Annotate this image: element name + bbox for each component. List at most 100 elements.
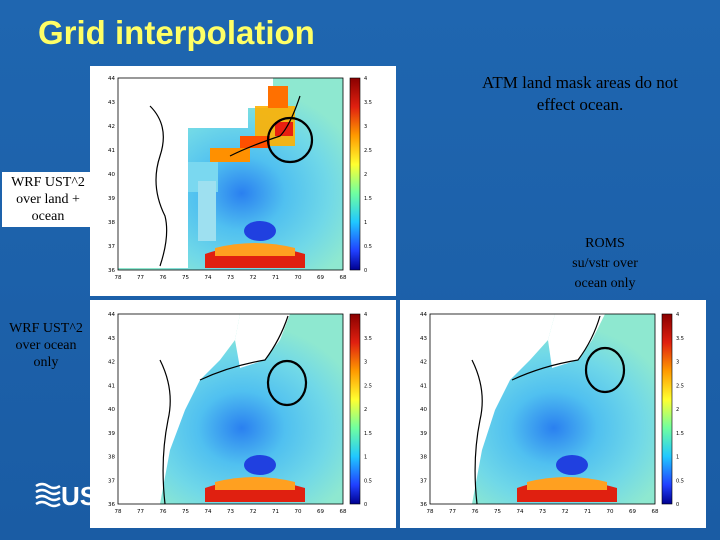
label-wrf-ocean-line2: over ocean (15, 338, 77, 353)
y-tick-label: 42 (108, 360, 115, 366)
colorbar-tick-label: 3.5 (676, 336, 684, 342)
x-tick-label: 76 (472, 509, 479, 515)
y-tick-label: 43 (420, 336, 427, 342)
x-tick-label: 72 (562, 509, 569, 515)
note-land-mask: ATM land mask areas do not effect ocean. (455, 72, 705, 116)
y-tick-label: 41 (108, 383, 115, 389)
label-wrf-ocean-line3: only (33, 355, 59, 370)
colorbar-tick-label: 0.5 (676, 478, 684, 484)
colorbar-tick-label: 2.5 (364, 148, 372, 154)
x-tick-label: 68 (652, 509, 659, 515)
y-tick-label: 43 (108, 100, 115, 106)
label-roms-line2: su/vstr over (572, 256, 638, 271)
y-tick-label: 41 (108, 148, 115, 154)
y-tick-label: 36 (108, 502, 115, 508)
x-tick-label: 74 (205, 509, 212, 515)
x-tick-label: 72 (250, 509, 257, 515)
colorbar-tick-label: 3.5 (364, 100, 372, 106)
y-tick-label: 43 (108, 336, 115, 342)
x-tick-label: 70 (295, 509, 302, 515)
y-tick-label: 42 (420, 360, 427, 366)
label-wrf-ocean-line1: WRF UST^2 (9, 321, 83, 336)
x-tick-label: 78 (115, 275, 122, 281)
x-tick-label: 75 (494, 509, 501, 515)
x-tick-label: 77 (449, 509, 456, 515)
x-tick-label: 73 (539, 509, 546, 515)
y-tick-label: 37 (108, 244, 115, 250)
colorbar-tick-label: 3 (676, 360, 679, 366)
label-roms-line1: ROMS (585, 236, 625, 251)
y-tick-label: 44 (420, 312, 427, 318)
x-tick-label: 69 (317, 275, 324, 281)
x-tick-label: 73 (227, 275, 234, 281)
label-wrf-land-ocean: WRF UST^2 over land + ocean (2, 172, 94, 227)
colorbar-tick-label: 3.5 (364, 336, 372, 342)
y-tick-label: 37 (420, 478, 427, 484)
y-tick-label: 41 (420, 383, 427, 389)
colorbar-tick-label: 0.5 (364, 478, 372, 484)
label-roms: ROMS su/vstr over ocean only (540, 234, 670, 294)
label-wrf-land-ocean-line1: WRF UST^2 (11, 175, 85, 190)
x-tick-label: 76 (160, 275, 167, 281)
x-tick-label: 74 (205, 275, 212, 281)
y-tick-label: 42 (108, 124, 115, 130)
colorbar-tick-label: 3 (364, 360, 367, 366)
x-tick-label: 75 (182, 509, 189, 515)
colorbar-tick-label: 2.5 (676, 383, 684, 389)
colorbar-tick-label: 0 (364, 268, 367, 274)
map-panel-wrf-land-ocean: 44 43 42 41 40 39 38 37 36 78 77 76 75 74 73 72 71 70 69 68… (90, 66, 396, 296)
x-tick-label: 68 (340, 275, 347, 281)
slide-title: Grid interpolation (38, 14, 315, 51)
usgs-logo: US (34, 478, 97, 511)
y-tick-label: 40 (108, 407, 115, 413)
x-tick-label: 68 (340, 509, 347, 515)
logo-text: US (61, 481, 92, 508)
colorbar-tick-label: 1.5 (364, 196, 372, 202)
colorbar-tick-label: 1.5 (676, 431, 684, 437)
label-roms-line3: ocean only (574, 276, 636, 291)
x-tick-label: 75 (182, 275, 189, 281)
y-tick-label: 40 (420, 407, 427, 413)
x-tick-label: 78 (115, 509, 122, 515)
x-tick-label: 71 (272, 509, 279, 515)
y-tick-label: 37 (108, 478, 115, 484)
x-tick-label: 77 (137, 509, 144, 515)
x-tick-label: 76 (160, 509, 167, 515)
x-tick-label: 69 (629, 509, 636, 515)
y-tick-label: 39 (108, 196, 115, 202)
x-tick-label: 74 (517, 509, 524, 515)
colorbar-tick-label: 1 (676, 455, 679, 461)
y-tick-label: 38 (108, 455, 115, 461)
y-tick-label: 44 (108, 312, 115, 318)
y-tick-label: 39 (108, 431, 115, 437)
colorbar-tick-label: 3 (364, 124, 367, 130)
x-tick-label: 70 (607, 509, 614, 515)
x-tick-label: 78 (427, 509, 434, 515)
note-land-mask-line1: ATM land mask areas do not (482, 73, 678, 92)
x-tick-label: 73 (227, 509, 234, 515)
colorbar-tick-label: 0 (676, 502, 679, 508)
x-tick-label: 71 (272, 275, 279, 281)
y-tick-label: 36 (108, 268, 115, 274)
label-wrf-land-ocean-line3: ocean (31, 209, 65, 224)
x-tick-label: 72 (250, 275, 257, 281)
colorbar-tick-label: 1 (364, 220, 367, 226)
x-tick-label: 71 (584, 509, 591, 515)
y-tick-label: 39 (420, 431, 427, 437)
x-tick-label: 70 (295, 275, 302, 281)
y-tick-label: 44 (108, 76, 115, 82)
x-tick-label: 77 (137, 275, 144, 281)
label-wrf-ocean: WRF UST^2 over ocean only (2, 320, 90, 371)
colorbar-tick-label: 0 (364, 502, 367, 508)
colorbar-tick-label: 0.5 (364, 244, 372, 250)
wave-logo-icon: US (35, 481, 97, 511)
map-panel-roms: 44 43 42 41 40 39 38 37 36 78 77 76 75 74 73 72 71 70 69 68… (400, 300, 706, 528)
label-wrf-land-ocean-line2: over land + (16, 192, 80, 207)
x-tick-label: 69 (317, 509, 324, 515)
colorbar-tick-label: 2.5 (364, 383, 372, 389)
y-tick-label: 38 (108, 220, 115, 226)
